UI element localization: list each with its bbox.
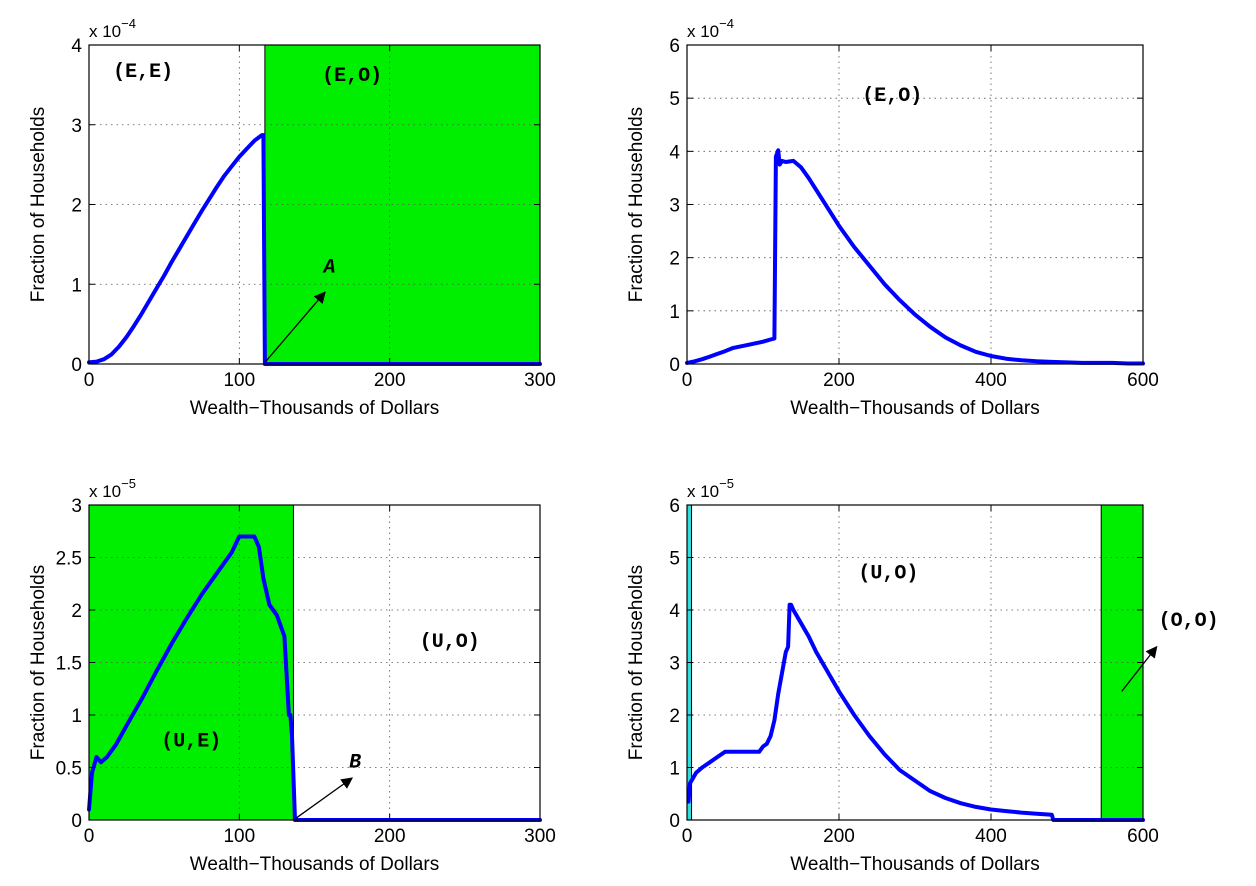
chart-panel-4: 0 200 400 600 0 1 2 3 4 5 6 x 10−5 Wealth−Thousands …	[626, 476, 1219, 875]
y-tick-label: 3	[669, 654, 680, 675]
region-label: (O,O)	[1159, 610, 1219, 633]
y-exponent-label: x 10−5	[687, 476, 734, 501]
y-tick-label: 4	[71, 36, 82, 57]
x-tick-label: 0	[682, 826, 693, 847]
y-tick-label: 4	[669, 142, 680, 163]
exponent-power: −4	[719, 16, 734, 31]
annotation-label: A	[322, 256, 336, 279]
y-tick-label: 1	[669, 302, 680, 323]
chart-panel-3: 0 100 200 300 0 0.5 1 1.5 2 2.5 3 x 10−5 Wealth−Thou…	[28, 476, 556, 875]
exponent-power: −5	[121, 476, 136, 491]
y-tick-label: 0	[669, 355, 680, 376]
x-tick-label: 200	[823, 826, 855, 847]
y-tick-label: 2	[71, 196, 82, 217]
exponent-base: x 10	[89, 482, 121, 501]
chart-panel-1: 0 100 200 300 0 1 2 3 4 x 10−4 Wealth−Thousands of…	[28, 16, 556, 419]
y-tick-label: 0	[71, 355, 82, 376]
chart-panel-2: 0 200 400 600 0 1 2 3 4 5 6 x 10−4 Wealth−Thousands …	[626, 16, 1159, 419]
y-tick-label: 3	[71, 496, 82, 517]
exponent-base: x 10	[687, 482, 719, 501]
y-tick-label: 5	[669, 549, 680, 570]
y-tick-label: 6	[669, 36, 680, 57]
y-tick-label: 2	[669, 706, 680, 727]
y-tick-label: 5	[669, 89, 680, 110]
y-exponent-label: x 10−5	[89, 476, 136, 501]
y-tick-label: 1.5	[56, 654, 82, 675]
x-tick-label: 300	[524, 826, 556, 847]
y-exponent-label: x 10−4	[89, 16, 136, 41]
x-tick-label: 0	[682, 370, 693, 391]
x-axis-label: Wealth−Thousands of Dollars	[790, 854, 1039, 875]
x-tick-label: 200	[374, 370, 406, 391]
exponent-base: x 10	[687, 22, 719, 41]
y-tick-label: 1	[669, 759, 680, 780]
x-tick-label: 400	[975, 826, 1007, 847]
x-tick-label: 0	[84, 370, 95, 391]
region-label: (E,O)	[862, 85, 922, 108]
y-tick-label: 2	[669, 249, 680, 270]
y-tick-label: 2	[71, 601, 82, 622]
exponent-power: −5	[719, 476, 734, 491]
x-tick-label: 300	[524, 370, 556, 391]
x-tick-label: 100	[223, 370, 255, 391]
x-tick-label: 200	[823, 370, 855, 391]
x-tick-label: 0	[84, 826, 95, 847]
x-tick-label: 100	[223, 826, 255, 847]
y-tick-label: 1	[71, 275, 82, 296]
y-tick-label: 6	[669, 496, 680, 517]
y-axis-label: Fraction of Households	[28, 107, 49, 302]
series-line	[686, 602, 1145, 822]
y-tick-label: 0	[71, 811, 82, 832]
y-axis-label: Fraction of Households	[626, 107, 647, 302]
annotation-arrow	[264, 291, 326, 363]
y-axis-label: Fraction of Households	[626, 565, 647, 760]
x-tick-label: 600	[1127, 826, 1159, 847]
y-exponent-label: x 10−4	[687, 16, 734, 41]
exponent-power: −4	[121, 16, 136, 31]
y-tick-label: 0.5	[56, 759, 82, 780]
x-axis-label: Wealth−Thousands of Dollars	[790, 398, 1039, 419]
exponent-base: x 10	[89, 22, 121, 41]
y-tick-label: 3	[71, 116, 82, 137]
annotation-label: B	[349, 752, 361, 775]
y-tick-label: 2.5	[56, 549, 82, 570]
annotation-arrow	[1121, 645, 1158, 692]
region-label: (U,O)	[858, 563, 918, 586]
region-label: (U,O)	[420, 631, 480, 654]
x-tick-label: 400	[975, 370, 1007, 391]
x-axis-label: Wealth−Thousands of Dollars	[190, 854, 439, 875]
y-tick-label: 3	[669, 196, 680, 217]
shaded-region	[88, 504, 294, 821]
x-axis-label: Wealth−Thousands of Dollars	[190, 398, 439, 419]
y-tick-label: 0	[669, 811, 680, 832]
y-axis-label: Fraction of Households	[28, 565, 49, 760]
annotation-arrow	[294, 777, 354, 820]
region-label: (E,E)	[113, 61, 173, 84]
region-label: (U,E)	[161, 731, 221, 754]
x-tick-label: 200	[374, 826, 406, 847]
series-line	[685, 148, 1145, 366]
region-label: (E,O)	[322, 65, 382, 88]
y-tick-label: 1	[71, 706, 82, 727]
shaded-region	[264, 44, 541, 365]
x-tick-label: 600	[1127, 370, 1159, 391]
y-tick-label: 4	[669, 601, 680, 622]
plot-frame	[686, 504, 1144, 821]
